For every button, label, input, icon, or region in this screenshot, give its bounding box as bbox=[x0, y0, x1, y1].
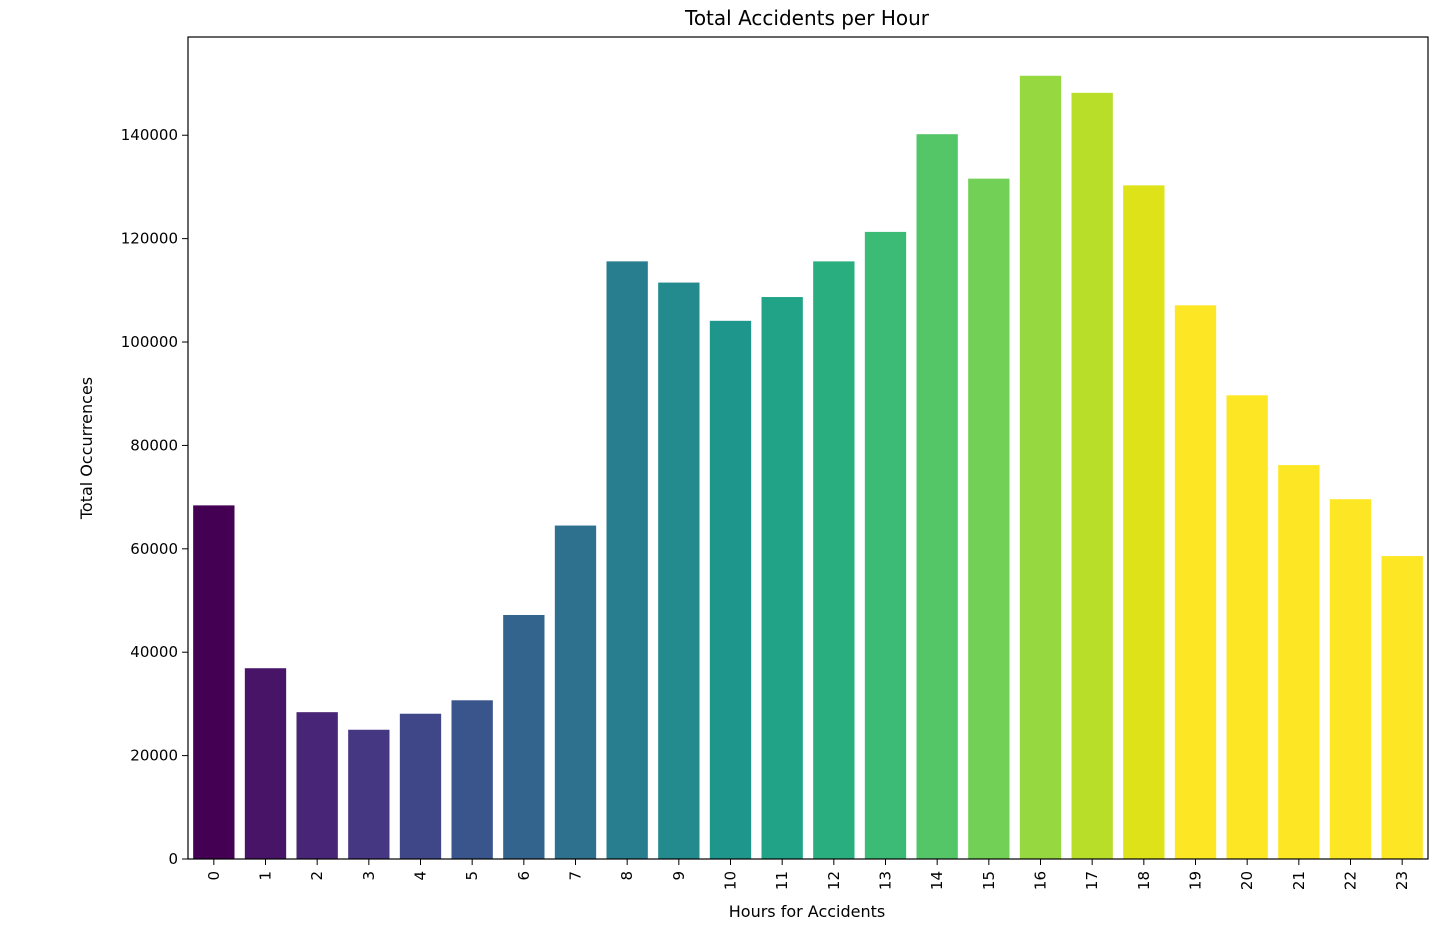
x-tick-label: 13 bbox=[877, 871, 895, 890]
bar-hour-3 bbox=[348, 729, 390, 859]
x-tick-label: 20 bbox=[1238, 871, 1256, 890]
y-tick-label: 40000 bbox=[130, 643, 178, 661]
y-tick-label: 20000 bbox=[130, 747, 178, 765]
y-tick-label: 140000 bbox=[121, 126, 178, 144]
plot-frame bbox=[187, 36, 1429, 860]
x-axis-label: Hours for Accidents bbox=[729, 902, 886, 921]
x-tick-label: 10 bbox=[722, 871, 740, 890]
x-tick-label: 9 bbox=[670, 871, 688, 881]
x-tick-label: 19 bbox=[1187, 871, 1205, 890]
x-tick-label: 7 bbox=[567, 871, 585, 881]
x-tick-label: 4 bbox=[412, 871, 430, 881]
x-tick-label: 8 bbox=[618, 871, 636, 881]
bar-hour-9 bbox=[658, 282, 700, 859]
bar-hour-15 bbox=[968, 178, 1010, 859]
bar-hour-4 bbox=[399, 713, 442, 859]
x-tick-label: 17 bbox=[1083, 871, 1101, 890]
x-tick-label: 12 bbox=[825, 871, 843, 890]
x-tick-label: 1 bbox=[257, 871, 275, 881]
bar-hour-5 bbox=[451, 700, 493, 859]
y-tick-label: 60000 bbox=[130, 540, 178, 558]
chart-title: Total Accidents per Hour bbox=[684, 6, 930, 30]
bar-hour-12 bbox=[813, 261, 855, 859]
bar-hour-6 bbox=[503, 614, 545, 859]
y-axis-ticks: 0 20000 40000 60000 80000 100000 120000 140000 bbox=[121, 126, 188, 868]
bar-hour-2 bbox=[296, 712, 338, 859]
bar-hour-13 bbox=[864, 231, 907, 859]
bar-hour-22 bbox=[1329, 499, 1372, 859]
x-tick-label: 2 bbox=[308, 871, 326, 881]
bar-hour-0 bbox=[193, 505, 235, 859]
x-tick-label: 18 bbox=[1135, 871, 1153, 890]
x-tick-label: 11 bbox=[773, 871, 791, 890]
x-tick-label: 6 bbox=[515, 871, 533, 881]
y-tick-label: 0 bbox=[168, 850, 178, 868]
x-tick-label: 23 bbox=[1393, 871, 1411, 890]
bar-hour-10 bbox=[709, 320, 752, 859]
x-tick-label: 14 bbox=[928, 871, 946, 890]
bars-group bbox=[193, 75, 1423, 859]
bar-hour-7 bbox=[554, 525, 597, 859]
x-tick-label: 21 bbox=[1290, 871, 1308, 890]
x-tick-label: 15 bbox=[980, 871, 998, 890]
x-tick-label: 16 bbox=[1032, 871, 1050, 890]
y-tick-label: 100000 bbox=[121, 333, 178, 351]
bar-hour-19 bbox=[1174, 305, 1217, 859]
y-tick-label: 120000 bbox=[121, 230, 178, 248]
x-tick-label: 22 bbox=[1342, 871, 1360, 890]
bar-hour-17 bbox=[1071, 92, 1113, 859]
bar-hour-18 bbox=[1123, 185, 1165, 859]
y-axis-label: Total Occurrences bbox=[77, 377, 96, 520]
bar-hour-11 bbox=[761, 297, 803, 859]
x-tick-label: 3 bbox=[360, 871, 378, 881]
bar-hour-23 bbox=[1381, 556, 1423, 859]
x-axis-ticks: 0 1 2 3 4 5 6 7 8 9 10 11 12 13 14 15 16 17 18 19 20 21 22 23 bbox=[205, 859, 1411, 890]
bar-hour-8 bbox=[606, 261, 648, 859]
bar-hour-16 bbox=[1019, 75, 1062, 859]
x-tick-label: 5 bbox=[463, 871, 481, 881]
bar-hour-1 bbox=[244, 668, 287, 859]
bar-hour-14 bbox=[916, 134, 958, 859]
bar-hour-20 bbox=[1226, 395, 1268, 859]
y-tick-label: 80000 bbox=[130, 436, 178, 454]
x-tick-label: 0 bbox=[205, 871, 223, 881]
bar-hour-21 bbox=[1278, 465, 1320, 859]
